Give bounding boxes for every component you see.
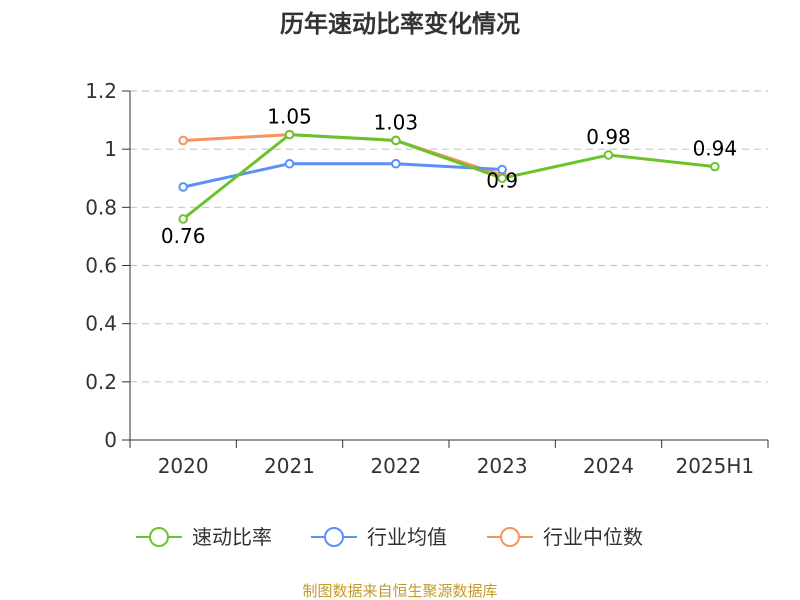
legend-label: 行业均值 [367, 525, 447, 549]
x-tick-label: 2023 [477, 454, 528, 478]
chart-title: 历年速动比率变化情况 [280, 10, 520, 38]
y-tick-label: 0.2 [85, 370, 117, 394]
series-line-0 [182, 133, 715, 221]
legend-label: 行业中位数 [543, 525, 643, 549]
series-point-0 [497, 173, 507, 184]
legend-marker [149, 527, 169, 547]
y-tick-label: 1 [104, 137, 117, 161]
axes: 0 0.2 0.4 0.6 0.8 1 1.2 2020 2021 2022 2023 2024 202… [85, 79, 769, 478]
data-labels: 0.76 1.05 1.03 0.9 0.98 0.94 [161, 105, 737, 248]
series-point-0 [710, 161, 720, 172]
series-point-2 [178, 135, 188, 146]
x-tick-label: 2020 [158, 454, 209, 478]
series-layer [178, 129, 720, 224]
grid [130, 90, 768, 383]
data-label: 1.03 [374, 110, 419, 134]
x-tick-label: 2025H1 [675, 454, 754, 478]
y-tick-label: 0.6 [85, 254, 117, 278]
x-tick-label: 2024 [583, 454, 634, 478]
series-point-0 [603, 150, 614, 160]
series-point-0 [178, 214, 188, 224]
series-point-1 [391, 158, 401, 169]
series-line-1 [182, 162, 503, 189]
source-note: 制图数据来自恒生聚源数据库 [302, 582, 497, 600]
data-label: 0.9 [486, 168, 518, 192]
legend-item-2[interactable]: 行业中位数 [487, 525, 643, 549]
y-tick-label: 0.8 [85, 195, 117, 219]
legend-item-0[interactable]: 速动比率 [136, 525, 272, 549]
series-line-2 [183, 133, 503, 177]
legend-label: 速动比率 [192, 525, 272, 549]
series-point-0 [391, 135, 401, 146]
series-point-1 [284, 158, 295, 169]
data-label: 0.98 [586, 125, 631, 149]
x-tick-label: 2021 [264, 454, 315, 478]
y-tick-label: 0 [104, 428, 117, 452]
y-tick-label: 0.4 [85, 312, 117, 336]
data-label: 0.76 [161, 224, 206, 248]
series-point-1 [178, 182, 188, 192]
legend-marker [324, 527, 344, 547]
legend-marker [500, 527, 520, 547]
series-point-1 [497, 164, 507, 175]
x-tick-label: 2022 [370, 454, 421, 478]
data-label: 0.94 [693, 137, 738, 161]
legend-item-1[interactable]: 行业均值 [311, 525, 447, 549]
data-label: 1.05 [267, 105, 312, 129]
legend: 速动比率 行业均值 行业中位数 [136, 525, 643, 549]
series-point-0 [284, 129, 295, 140]
y-tick-label: 1.2 [85, 79, 117, 103]
